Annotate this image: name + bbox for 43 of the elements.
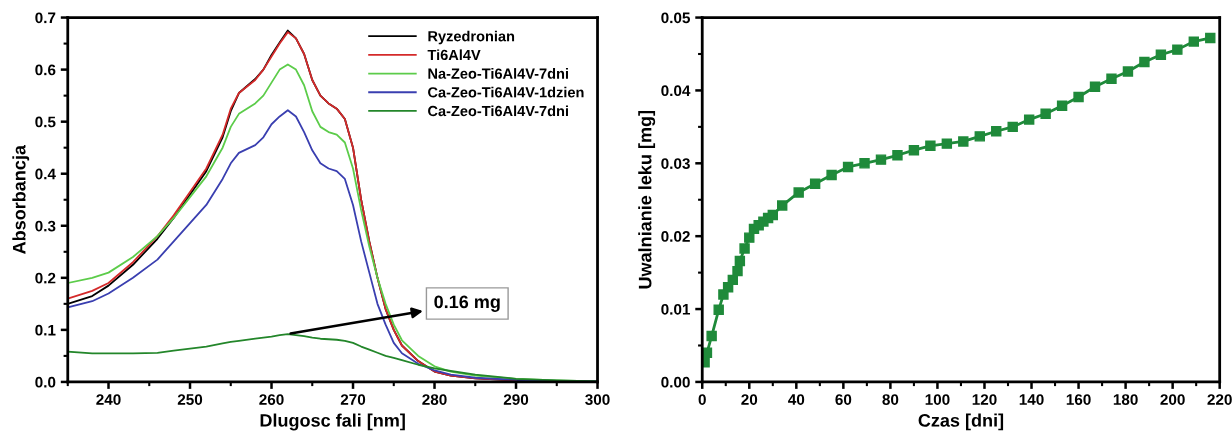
- x-tick-label: 280: [422, 394, 447, 405]
- x-tick-label: 80: [882, 394, 899, 405]
- y-tick-label: 0.01: [661, 303, 691, 315]
- legend-label: Ryzedronian: [428, 30, 515, 45]
- y-tick-label: 0.4: [35, 168, 56, 180]
- x-tick-label: 220: [1207, 394, 1232, 405]
- x-tick-label: 120: [972, 394, 997, 405]
- y-tick-label: 0.00: [661, 376, 690, 388]
- y-axis-title: Uwalnianie leku [mg]: [638, 110, 656, 289]
- x-tick-label: 240: [96, 394, 121, 405]
- x-tick-label: 0: [698, 394, 706, 405]
- y-tick-label: 0.7: [35, 12, 56, 24]
- y-tick-label: 0.2: [35, 272, 56, 284]
- x-tick-label: 250: [177, 394, 203, 405]
- y-tick-label: 0.02: [661, 231, 690, 242]
- y-tick-label: 0.0: [35, 376, 56, 388]
- x-axis-title: Dlugosc fali [nm]: [260, 413, 405, 431]
- y-tick-label: 0.1: [35, 324, 56, 336]
- x-axis-title: Czas [dni]: [918, 413, 1004, 431]
- y-axis-title: Absorbancja: [12, 144, 30, 254]
- legend-label: Ca-Zeo-Ti6Al4V-1dzien: [428, 86, 584, 98]
- x-tick-label: 140: [1019, 394, 1044, 405]
- legend-label: Na-Zeo-Ti6Al4V-7dni: [428, 68, 568, 79]
- y-tick-label: 0.04: [661, 85, 691, 97]
- x-tick-label: 180: [1113, 394, 1138, 405]
- y-tick-label: 0.03: [661, 158, 690, 170]
- x-tick-label: 60: [835, 394, 852, 405]
- x-tick-label: 200: [1160, 394, 1185, 405]
- x-tick-label: 270: [340, 394, 366, 405]
- x-tick-label: 290: [503, 394, 529, 405]
- x-tick-label: 20: [741, 394, 758, 405]
- x-tick-label: 100: [925, 394, 950, 405]
- x-tick-label: 300: [585, 394, 610, 405]
- legend-label: Ti6Al4V: [427, 49, 481, 61]
- y-tick-label: 0.3: [35, 220, 56, 232]
- x-tick-label: 260: [259, 394, 284, 405]
- y-tick-label: 0.05: [661, 12, 691, 24]
- x-tick-label: 40: [788, 394, 805, 405]
- legend-label: Ca-Zeo-Ti6Al4V-7dni: [428, 105, 568, 117]
- y-tick-label: 0.5: [35, 116, 56, 128]
- annotation: 0.16 mg: [434, 295, 500, 312]
- y-tick-label: 0.6: [35, 64, 56, 76]
- x-tick-label: 160: [1066, 394, 1091, 405]
